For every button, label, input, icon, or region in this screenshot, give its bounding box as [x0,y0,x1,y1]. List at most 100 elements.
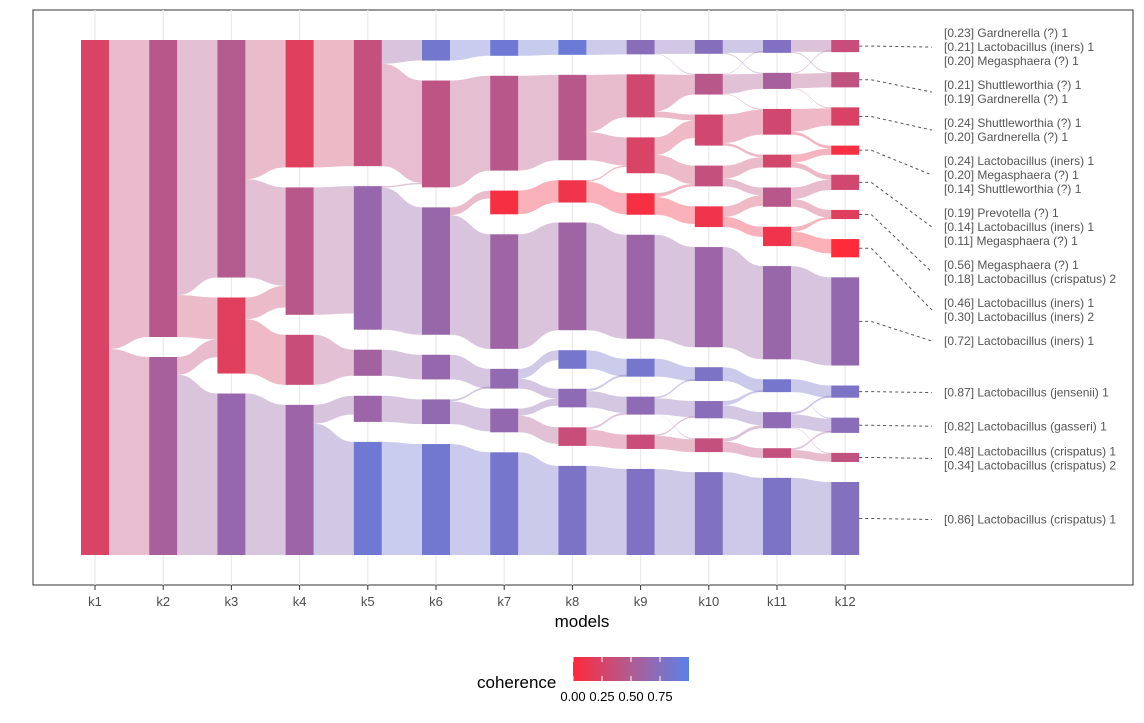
topic-node [353,40,382,167]
topic-node [626,358,655,377]
topic-node [490,408,519,433]
flow [722,157,763,179]
topic-node [490,452,519,555]
topic-node [285,334,314,385]
flow [722,425,763,442]
topic-node [490,368,519,389]
topic-label: [0.82] Lactobacillus (gasseri) 1 [944,419,1107,433]
topic-node [694,73,723,95]
flow [177,374,218,555]
topic-label: [0.21] Lactobacillus (iners) 1 [944,40,1094,54]
flow [722,441,763,458]
flow [245,285,286,320]
flow [722,367,763,393]
flow [518,378,559,399]
topic-node [558,74,587,161]
flow [654,358,695,382]
flow [791,50,832,74]
flow [245,393,286,555]
topic-node [353,349,382,376]
flow [654,234,695,348]
legend-tick-label: 0.00 [560,689,585,704]
topic-node [558,40,587,55]
flow [313,186,354,315]
topic-node [831,452,860,463]
topic-node [217,297,246,374]
flow [654,184,695,198]
flow [450,190,491,216]
flow [313,40,354,168]
flow [381,182,422,188]
flow [791,40,832,52]
topic-label: [0.30] Lactobacillus (iners) 2 [944,310,1094,324]
flow [722,93,763,110]
flow [313,423,354,555]
flow [791,148,832,163]
flow [109,349,150,555]
flow [791,131,832,149]
topic-node [831,482,860,555]
topic-node [558,180,587,203]
topic-node [694,401,723,419]
flow [586,350,627,377]
topic-label: [0.18] Lactobacillus (crispatus) 2 [944,272,1116,286]
topic-node [285,404,314,555]
flow [518,452,559,555]
flow [313,334,354,385]
flow [722,195,763,217]
topic-node [694,165,723,187]
x-tick-label: k3 [225,594,239,609]
topic-label: [0.19] Gardnerella (?) 1 [944,92,1068,106]
flow [791,198,832,218]
topic-node [422,354,450,380]
topic-node [422,444,450,555]
leader-line [859,247,933,311]
topic-node [353,441,382,555]
flow [722,216,763,237]
topic-label: [0.46] Lactobacillus (iners) 1 [944,296,1094,310]
topic-node [558,465,587,555]
topic-node [831,145,860,155]
x-tick-label: k7 [497,594,511,609]
flow [654,436,695,453]
topic-node [831,277,860,366]
leader-line [859,115,933,131]
flow [586,465,627,555]
topic-node [763,154,791,168]
flow [245,40,286,180]
topic-node [217,393,246,555]
topic-node [422,207,450,335]
topic-node [694,472,723,555]
flow [450,401,491,432]
topic-label: [0.86] Lactobacillus (crispatus) 1 [944,513,1116,527]
flow [722,52,763,74]
topic-node [149,40,178,337]
topic-node [353,186,382,330]
leader-line [859,424,933,427]
flow [381,349,422,380]
flow [791,379,832,398]
topic-node [694,206,723,228]
topic-node [422,80,450,188]
leader-line [859,320,933,342]
topic-nodes [81,40,860,555]
leader-line [859,391,933,394]
flow [518,74,559,171]
flow [381,395,422,425]
topic-label: [0.34] Lactobacillus (crispatus) 2 [944,458,1116,472]
flow [722,390,763,406]
topic-label: [0.20] Gardnerella (?) 1 [944,130,1068,144]
leader-line [859,181,933,228]
topic-node [831,417,860,433]
topic-node [490,234,519,349]
flow [722,405,763,426]
flow [245,179,286,286]
flow [518,415,559,444]
flow [722,109,763,144]
flow [654,197,695,225]
topic-label: [0.20] Megasphaera (?) 1 [944,54,1079,68]
topic-node [490,190,519,215]
flow [722,40,763,53]
topic-node [694,40,723,54]
topic-node [763,226,791,247]
